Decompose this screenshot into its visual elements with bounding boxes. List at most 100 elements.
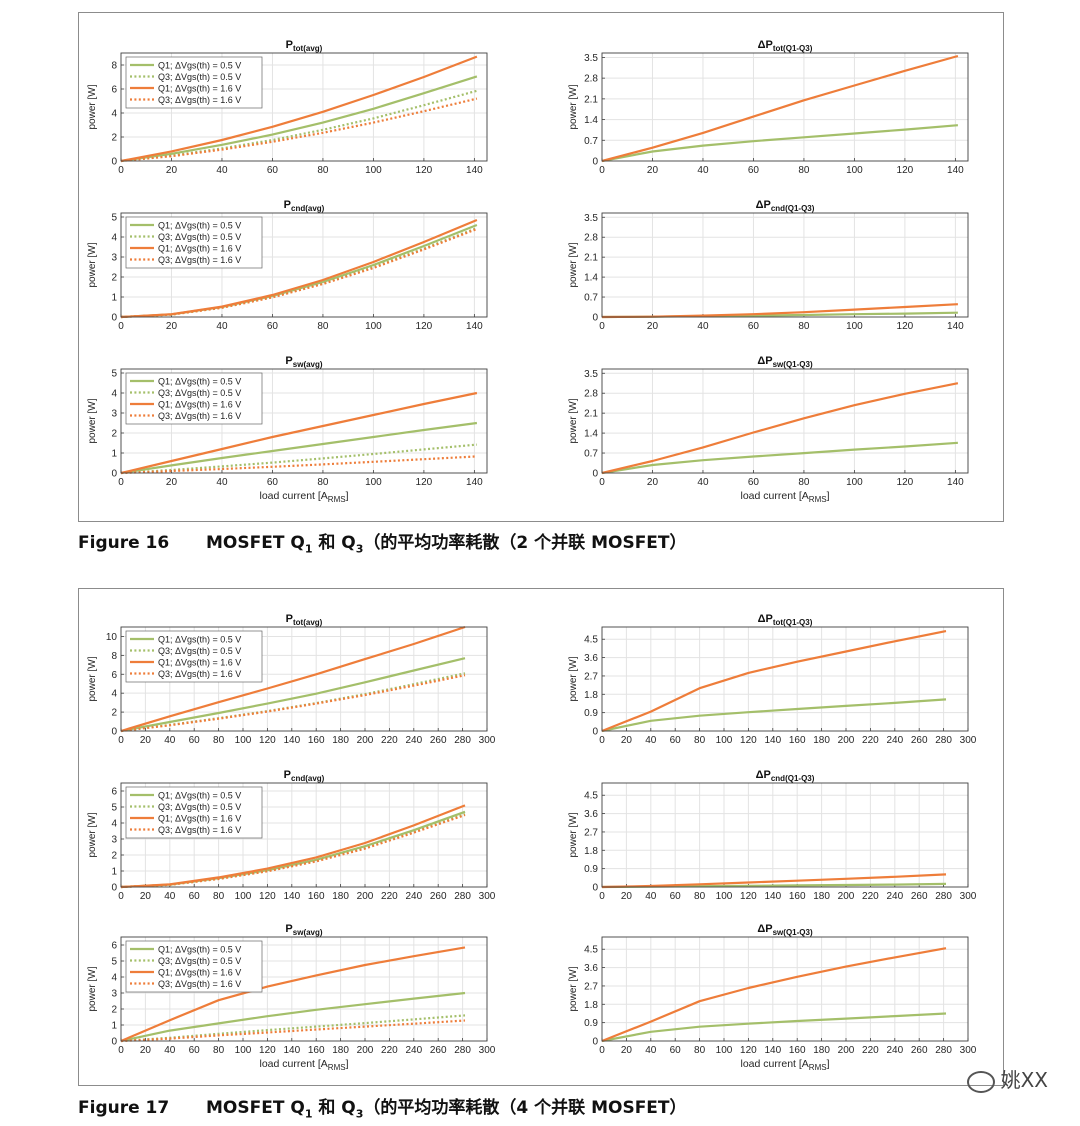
x-tick-label: 60 <box>748 321 760 332</box>
chart-title-main: ΔP <box>758 39 773 51</box>
x-tick-label: 20 <box>621 891 633 902</box>
series-line-3 <box>120 55 478 163</box>
y-tick-label: 4.5 <box>584 791 598 802</box>
y-tick-label: 0.7 <box>584 136 598 147</box>
y-tick-label: 3.5 <box>584 369 598 380</box>
y-tick-label: 0.7 <box>584 449 598 460</box>
x-tick-label: 80 <box>694 891 706 902</box>
chart-title: Pcnd(avg) <box>284 199 325 213</box>
y-tick-label: 2.1 <box>584 409 598 420</box>
series-line-1 <box>120 991 466 1043</box>
plot-frame <box>601 626 969 732</box>
x-axis-label-sub: RMS <box>809 495 827 504</box>
figure-17-frame: 0 20 40 60 80 100 120 140 160 180 200 220 240 260 280 3… <box>78 588 1004 1086</box>
chart-title: Pcnd(avg) <box>284 769 325 783</box>
x-tick-label: 220 <box>862 1045 879 1056</box>
legend-label: Q3; ΔVgs(th) = 1.6 V <box>158 669 241 679</box>
x-tick-label: 260 <box>430 891 447 902</box>
series-line-2 <box>601 873 947 889</box>
y-tick-label: 1.4 <box>584 429 598 440</box>
legend-label: Q3; ΔVgs(th) = 1.6 V <box>158 95 241 105</box>
y-tick-label: 1 <box>111 867 117 878</box>
x-tick-label: 160 <box>789 891 806 902</box>
x-tick-label: 100 <box>846 165 863 176</box>
chart-title-sub: cnd(Q1-Q3) <box>771 204 815 213</box>
x-tick-label: 240 <box>405 1045 422 1056</box>
x-tick-label: 280 <box>454 1045 471 1056</box>
plot-frame <box>120 212 488 318</box>
y-axis-label: power [W] <box>568 812 579 857</box>
x-tick-label: 160 <box>789 1045 806 1056</box>
y-tick-label: 4 <box>111 233 117 244</box>
series-line-1 <box>120 657 466 733</box>
figure-16-caption-text: MOSFET Q <box>206 533 305 553</box>
y-tick-label: 4 <box>111 689 117 700</box>
x-tick-label: 40 <box>645 1045 657 1056</box>
x-axis-label-end: ] <box>346 490 349 502</box>
legend-label: Q3; ΔVgs(th) = 1.6 V <box>158 411 241 421</box>
y-tick-label: 0 <box>592 727 598 738</box>
chart-16-right-mid: 0 20 40 60 80 100 120 140 0 0.7 1.4 2.1 2.8 3.5 ΔPcnd(… <box>568 199 969 332</box>
x-tick-label: 60 <box>189 1045 201 1056</box>
x-tick-label: 140 <box>283 1045 300 1056</box>
x-tick-label: 60 <box>670 735 682 746</box>
x-tick-label: 280 <box>935 1045 952 1056</box>
plot-frame <box>601 52 969 162</box>
chart-title-main: P <box>284 199 291 211</box>
chart-title: Ptot(avg) <box>286 39 323 53</box>
y-tick-label: 2 <box>111 429 117 440</box>
x-tick-label: 0 <box>118 735 124 746</box>
chart-title: ΔPtot(Q1-Q3) <box>758 613 813 627</box>
legend-label: Q3; ΔVgs(th) = 1.6 V <box>158 825 241 835</box>
chart-title-sub: cnd(avg) <box>291 774 325 783</box>
chart-title-main: P <box>285 923 292 935</box>
x-tick-label: 200 <box>357 891 374 902</box>
x-tick-label: 120 <box>740 1045 757 1056</box>
x-tick-label: 120 <box>740 891 757 902</box>
y-tick-label: 0 <box>111 1037 117 1048</box>
x-axis-label-main: load current [A <box>741 1058 809 1070</box>
y-axis-label: power [W] <box>87 398 98 443</box>
chart-title-sub: tot(Q1-Q3) <box>773 44 813 53</box>
chart-title-main: P <box>284 769 291 781</box>
x-axis-label-main: load current [A <box>260 490 328 502</box>
chart-title-sub: tot(Q1-Q3) <box>773 618 813 627</box>
series-line-2 <box>601 947 947 1043</box>
x-tick-label: 0 <box>118 165 124 176</box>
plot-frame <box>120 52 488 162</box>
y-tick-label: 1 <box>111 1021 117 1032</box>
x-tick-label: 0 <box>118 1045 124 1056</box>
legend: Q1; ΔVgs(th) = 0.5 VQ3; ΔVgs(th) = 0.5 V… <box>125 786 263 839</box>
y-tick-label: 1.8 <box>584 690 598 701</box>
y-axis-label: power [W] <box>87 966 98 1011</box>
y-tick-label: 0.9 <box>584 708 598 719</box>
x-tick-label: 40 <box>164 735 176 746</box>
x-tick-label: 80 <box>213 891 225 902</box>
y-tick-label: 3.6 <box>584 653 598 664</box>
y-axis-label: power [W] <box>87 656 98 701</box>
x-tick-label: 60 <box>670 891 682 902</box>
x-tick-label: 0 <box>599 735 605 746</box>
x-axis-label-end: ] <box>827 1058 830 1070</box>
y-tick-label: 5 <box>111 957 117 968</box>
x-tick-label: 40 <box>645 735 657 746</box>
y-tick-label: 1.4 <box>584 273 598 284</box>
x-tick-label: 260 <box>430 735 447 746</box>
x-tick-label: 80 <box>317 321 329 332</box>
x-tick-label: 20 <box>621 735 633 746</box>
y-axis-label: power [W] <box>568 398 579 443</box>
x-tick-label: 20 <box>166 477 178 488</box>
legend-label: Q3; ΔVgs(th) = 0.5 V <box>158 232 241 242</box>
figure-16-number: Figure 16 <box>78 533 170 553</box>
series-line-2 <box>601 54 959 163</box>
series-line-1 <box>601 698 947 733</box>
chart-title-main: P <box>286 613 293 625</box>
x-tick-label: 60 <box>189 891 201 902</box>
wechat-icon <box>966 1070 995 1093</box>
y-tick-label: 2.8 <box>584 389 598 400</box>
x-tick-label: 80 <box>317 477 329 488</box>
x-tick-label: 120 <box>416 321 433 332</box>
x-tick-label: 160 <box>789 735 806 746</box>
chart-16-right-top: 0 20 40 60 80 100 120 140 0 0.7 1.4 2.1 2.8 3.5 ΔPtot(… <box>568 39 969 176</box>
